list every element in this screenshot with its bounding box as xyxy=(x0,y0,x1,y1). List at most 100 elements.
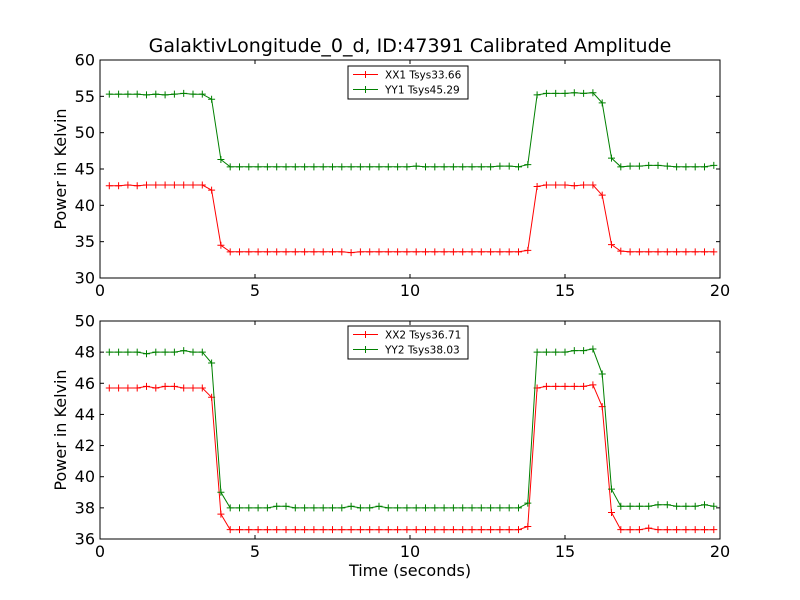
data-point xyxy=(124,90,132,98)
data-point xyxy=(710,502,718,510)
data-point xyxy=(440,248,448,256)
series-line xyxy=(109,92,714,168)
data-point xyxy=(319,248,327,256)
series-2-1 xyxy=(105,381,718,534)
data-point xyxy=(654,526,662,534)
data-point xyxy=(319,526,327,534)
data-point xyxy=(431,526,439,534)
data-point xyxy=(394,248,402,256)
data-point xyxy=(533,348,541,356)
data-point xyxy=(105,348,113,356)
data-point xyxy=(645,161,653,169)
data-point xyxy=(440,526,448,534)
series-1-2 xyxy=(105,89,718,171)
series-line xyxy=(109,184,714,254)
data-point xyxy=(366,504,374,512)
data-point xyxy=(617,502,625,510)
data-point xyxy=(635,502,643,510)
data-point xyxy=(143,91,150,99)
data-point xyxy=(617,247,625,255)
data-point xyxy=(384,504,392,512)
data-point xyxy=(515,526,522,534)
data-point xyxy=(496,526,504,534)
data-point xyxy=(226,504,234,512)
y-tick-label: 45 xyxy=(75,160,95,179)
data-point xyxy=(301,526,309,534)
data-point xyxy=(226,248,234,256)
data-point xyxy=(422,526,429,534)
data-point xyxy=(143,181,150,189)
data-point xyxy=(161,382,169,390)
data-point xyxy=(524,523,532,531)
data-point xyxy=(329,504,336,512)
data-point xyxy=(673,248,681,256)
data-point xyxy=(115,182,123,190)
legend: XX2 Tsys36.71 YY2 Tsys38.03 xyxy=(347,325,469,360)
data-point xyxy=(477,248,485,256)
data-point xyxy=(710,526,718,534)
data-point xyxy=(459,163,467,171)
y-tick-label: 35 xyxy=(75,232,95,251)
data-point xyxy=(701,501,708,509)
data-point xyxy=(682,248,690,256)
data-point xyxy=(422,248,429,256)
data-point xyxy=(180,181,188,189)
data-point xyxy=(133,182,141,190)
data-point xyxy=(477,504,485,512)
data-point xyxy=(561,348,569,356)
data-point xyxy=(291,163,299,171)
legend: XX1 Tsys33.66 YY1 Tsys45.29 xyxy=(347,65,469,100)
data-point xyxy=(710,161,718,169)
data-point xyxy=(710,248,718,256)
data-point xyxy=(282,163,290,171)
data-point xyxy=(542,89,550,97)
y-tick-label: 38 xyxy=(75,498,95,517)
data-point xyxy=(626,526,634,534)
data-point xyxy=(124,348,132,356)
data-point xyxy=(403,248,411,256)
data-point xyxy=(338,526,346,534)
data-point xyxy=(431,163,439,171)
data-point xyxy=(626,162,634,170)
data-point xyxy=(570,382,578,390)
data-point xyxy=(236,163,243,171)
data-point xyxy=(133,90,141,98)
data-point xyxy=(487,504,495,512)
data-point xyxy=(515,248,522,256)
data-point xyxy=(217,488,225,496)
data-point xyxy=(329,248,336,256)
data-point xyxy=(403,526,411,534)
data-point xyxy=(273,163,281,171)
data-point xyxy=(301,163,309,171)
data-point xyxy=(487,248,495,256)
data-point xyxy=(245,163,253,171)
data-point xyxy=(356,526,364,534)
y-tick-label: 42 xyxy=(75,436,95,455)
data-point xyxy=(608,241,615,249)
data-point xyxy=(459,526,467,534)
data-point xyxy=(170,181,178,189)
data-point xyxy=(115,90,123,98)
data-point xyxy=(515,504,522,512)
y-tick-label: 36 xyxy=(75,530,95,549)
data-point xyxy=(477,526,485,534)
data-point xyxy=(645,524,653,532)
data-point xyxy=(691,163,699,171)
data-point xyxy=(273,248,281,256)
data-point xyxy=(217,510,225,518)
data-point xyxy=(608,509,615,517)
data-point xyxy=(608,485,615,493)
data-point xyxy=(570,182,578,190)
data-point xyxy=(356,504,364,512)
data-point xyxy=(254,526,262,534)
data-point xyxy=(152,181,160,189)
data-point xyxy=(561,89,569,97)
x-tick-label: 15 xyxy=(555,281,575,300)
data-point xyxy=(226,526,234,534)
data-point xyxy=(608,154,615,162)
data-point xyxy=(431,504,439,512)
x-tick-label: 20 xyxy=(710,281,730,300)
data-point xyxy=(208,95,216,103)
data-point xyxy=(561,181,569,189)
